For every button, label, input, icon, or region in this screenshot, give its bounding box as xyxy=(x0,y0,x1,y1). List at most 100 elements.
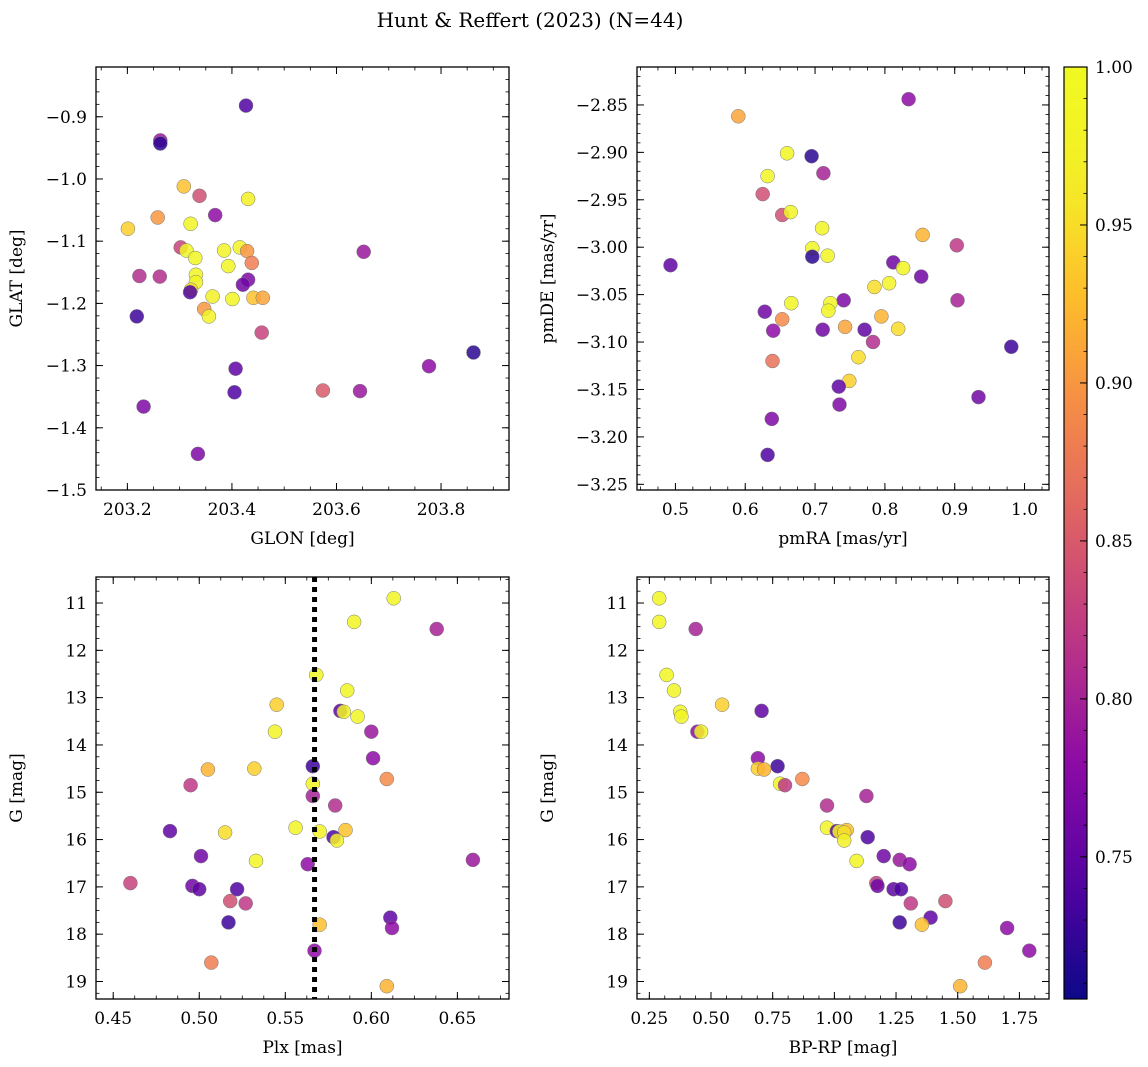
plx-point xyxy=(386,591,401,606)
plx-ytick-label: 17 xyxy=(65,878,87,898)
cmd-xtick-label: 0.50 xyxy=(692,1009,730,1029)
pos-point xyxy=(150,210,165,225)
cmd-ytick-label: 14 xyxy=(606,736,628,756)
pos-ytick-label: −1.2 xyxy=(46,294,87,314)
pm-point xyxy=(971,389,986,405)
pos-xlabel: GLON [deg] xyxy=(250,529,354,549)
plx-xtick-label: 0.50 xyxy=(180,1009,218,1029)
panels: 203.2 203.4 203.6 203.8 −1.5 −1.4 −1.3 −1.2 −1.1… xyxy=(7,66,1050,1058)
plx-ytick-label: 19 xyxy=(65,972,87,992)
plx-point xyxy=(364,724,379,739)
pm-point xyxy=(821,303,836,318)
pos-point xyxy=(235,277,251,292)
pm-point xyxy=(765,323,781,338)
pm-frame xyxy=(636,66,1050,491)
pm-point xyxy=(804,148,819,164)
plx-xtick-label: 0.45 xyxy=(94,1009,132,1029)
pm-point xyxy=(881,275,897,291)
pm-point xyxy=(815,322,830,337)
pos-xtick-label: 203.2 xyxy=(103,500,152,520)
pos-point xyxy=(152,269,168,284)
cmd-ytick-label: 13 xyxy=(606,689,628,709)
cmd-ytick-label: 18 xyxy=(606,925,628,945)
pm-xtick-label: 0.6 xyxy=(732,500,759,520)
pos-point xyxy=(216,243,232,258)
plx-point xyxy=(327,798,343,813)
cmd-point xyxy=(795,771,810,787)
pm-point xyxy=(874,309,889,324)
pm-point xyxy=(774,312,790,327)
pm-ytick-label: −3.20 xyxy=(576,428,628,448)
cmd-point xyxy=(903,896,919,911)
pm-ylabel: pmDE [mas/yr] xyxy=(538,213,558,343)
pm-ytick-label: −3.25 xyxy=(576,475,628,495)
cmd-point xyxy=(999,920,1015,936)
colorbar-tick-label: 0.95 xyxy=(1095,216,1133,236)
cmd-point xyxy=(860,829,875,845)
pos-ylabel: GLAT [deg] xyxy=(7,229,27,327)
pm-point xyxy=(836,293,851,308)
pm-point xyxy=(757,304,773,319)
plx-point xyxy=(429,621,444,637)
cmd-point xyxy=(870,878,885,894)
pm-xtick-label: 0.5 xyxy=(662,500,689,520)
pos-ytick-label: −1.0 xyxy=(46,170,87,190)
plx-point xyxy=(300,856,315,872)
cmd-point xyxy=(756,762,772,777)
pos-point xyxy=(132,268,147,284)
pm-ytick-label: −3.05 xyxy=(576,286,628,306)
plx-point xyxy=(329,833,345,848)
pm-point xyxy=(663,257,678,273)
cmd-xtick-label: 0.75 xyxy=(754,1009,792,1029)
cmd-xtick-label: 0.25 xyxy=(630,1009,668,1029)
cmd-point xyxy=(914,917,930,932)
plx-point xyxy=(229,881,245,897)
panel-plx: 0.45 0.50 0.55 0.60 0.65 11 12 13 14 15 16 17 18 19 Pl… xyxy=(7,576,510,1058)
cmd-ylabel: G [mag] xyxy=(538,753,558,822)
pos-point xyxy=(176,179,192,194)
pm-point xyxy=(901,91,916,107)
cmd-point xyxy=(688,621,703,637)
plx-point xyxy=(248,853,264,869)
cmd-xtick-label: 1.50 xyxy=(939,1009,977,1029)
plx-point xyxy=(247,761,262,776)
plx-ytick-label: 15 xyxy=(65,783,87,803)
pm-point xyxy=(851,349,866,365)
cmd-ytick-label: 15 xyxy=(606,783,628,803)
pos-point xyxy=(356,244,371,260)
pos-point xyxy=(255,290,271,306)
cmd-point xyxy=(977,955,993,970)
plx-point xyxy=(204,955,219,970)
pos-xtick-label: 203.4 xyxy=(208,500,257,520)
pos-ytick-label: −1.5 xyxy=(46,481,87,501)
pm-point xyxy=(1004,339,1019,355)
pos-point xyxy=(192,188,207,204)
pm-point xyxy=(867,279,882,295)
pos-point xyxy=(207,207,223,223)
pm-xlabel: pmRA [mas/yr] xyxy=(778,529,907,549)
cmd-frame xyxy=(636,576,1050,1000)
plx-ytick-label: 16 xyxy=(65,831,87,851)
pos-ytick-label: −1.1 xyxy=(46,232,87,252)
pm-points xyxy=(663,91,1019,463)
pos-point xyxy=(315,383,331,398)
pm-ytick-label: −2.85 xyxy=(576,96,628,116)
cmd-point xyxy=(859,788,874,804)
pos-point xyxy=(228,361,243,376)
pos-ytick-label: −0.9 xyxy=(46,108,87,128)
pm-ytick-label: −2.90 xyxy=(576,143,628,163)
pm-point xyxy=(764,411,780,427)
plx-point xyxy=(288,820,303,835)
plx-ytick-label: 11 xyxy=(65,594,87,614)
pm-xtick-label: 0.7 xyxy=(802,500,829,520)
plx-point xyxy=(336,704,352,720)
pm-point xyxy=(865,334,881,350)
pos-point xyxy=(188,250,203,266)
pos-point xyxy=(244,255,260,271)
plx-point xyxy=(346,614,362,630)
plx-ytick-label: 12 xyxy=(65,641,87,661)
plx-ytick-label: 18 xyxy=(65,925,87,945)
pm-point xyxy=(805,249,820,264)
cmd-point xyxy=(938,893,953,909)
